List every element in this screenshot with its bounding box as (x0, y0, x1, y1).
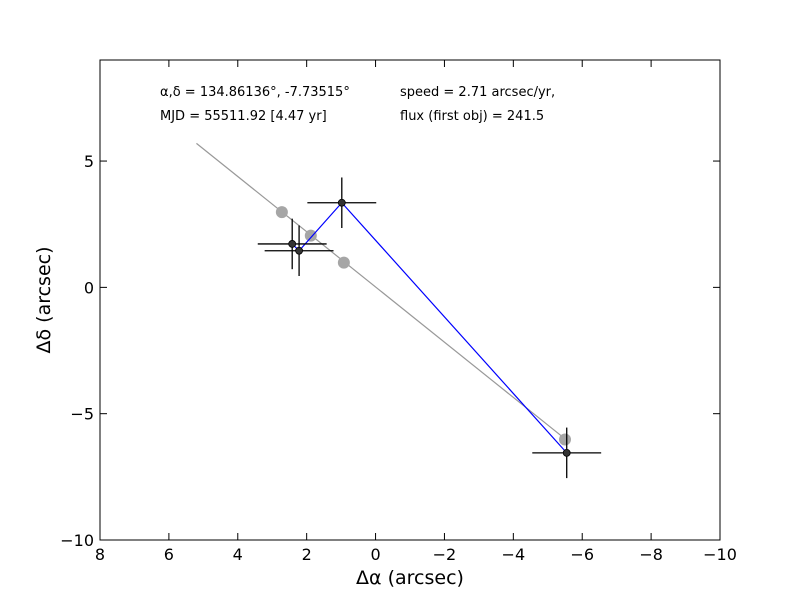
observation-point (337, 198, 346, 207)
axes-frame-group (99, 59, 721, 541)
fit-line-group (196, 142, 568, 441)
y-tick-label: −10 (60, 531, 94, 550)
y-axis-label: Δδ (arcsec) (33, 246, 55, 353)
x-axis-label: Δα (arcsec) (356, 567, 464, 589)
plot-frame (99, 59, 721, 541)
x-tick-label: 8 (95, 545, 105, 564)
fit-line (196, 142, 568, 441)
observation-point (562, 448, 571, 457)
y-tick-label: 5 (84, 152, 94, 171)
model-point (275, 206, 288, 219)
model-point (337, 256, 350, 269)
x-tick-label: 2 (302, 545, 312, 564)
y-ticks-group: −10 −5 0 5 (60, 152, 720, 550)
model-point (559, 433, 571, 446)
x-tick-label: −10 (703, 545, 737, 564)
mjd-annotation: MJD = 55511.92 [4.47 yr] (160, 109, 327, 124)
x-tick-label: −6 (570, 545, 594, 564)
x-tick-label: −8 (639, 545, 663, 564)
observation-point (295, 246, 303, 255)
flux-annotation: flux (first obj) = 241.5 (400, 109, 544, 124)
observation-points-group (288, 198, 571, 457)
model-point (304, 229, 317, 242)
x-tick-label: −4 (502, 545, 526, 564)
model-points-group (275, 206, 571, 446)
x-tick-label: 4 (233, 545, 243, 564)
speed-annotation: speed = 2.71 arcsec/yr, (400, 85, 555, 100)
x-tick-label: −2 (433, 545, 457, 564)
observation-point (288, 240, 297, 248)
observation-connector-line (291, 201, 568, 454)
coordinates-annotation: α,δ = 134.86136°, -7.73515° (160, 85, 350, 100)
x-ticks-group: 8 6 4 2 0 −2 −4 −6 −8 −10 (95, 60, 737, 564)
x-tick-label: 6 (164, 545, 174, 564)
observation-connector-group (291, 201, 568, 454)
y-tick-label: −5 (70, 405, 94, 424)
x-tick-label: 0 (370, 545, 380, 564)
y-tick-label: 0 (84, 278, 94, 297)
